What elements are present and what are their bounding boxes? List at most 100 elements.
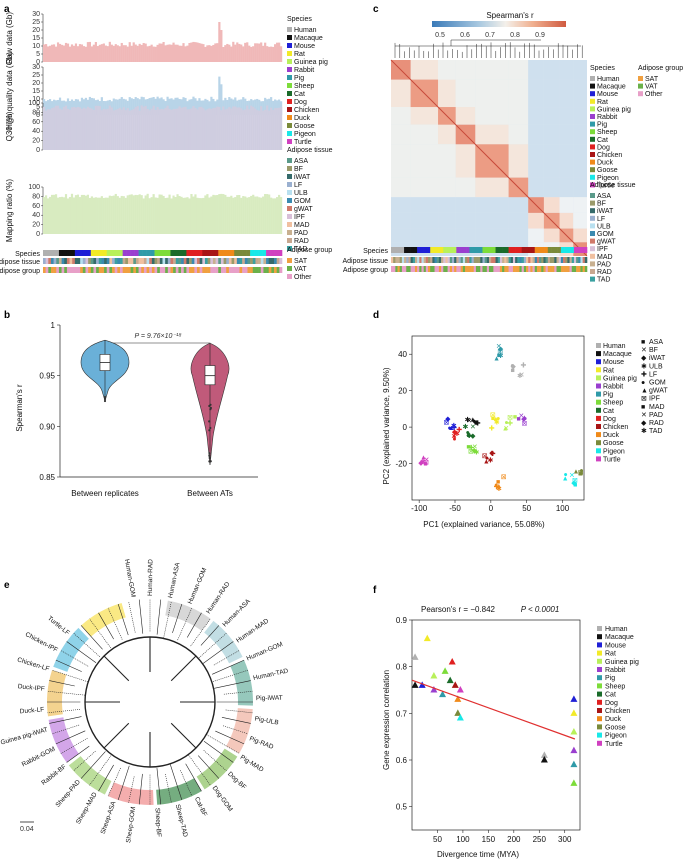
c-track-label-group: Adipose group [343, 267, 388, 274]
a-species-legend-label: Pigeon [294, 131, 316, 138]
qc-bar [128, 194, 131, 234]
group-track-cell [204, 267, 208, 273]
d-marker-sym: ▲ [641, 388, 648, 395]
tissue-track-cell [239, 258, 243, 264]
species-track-cell [270, 250, 275, 256]
c-tissue-track-cell [578, 257, 581, 263]
tree-leaf-label: Human-GOM [123, 559, 137, 598]
qc-ylabel-3: Mapping ratio (%) [5, 179, 14, 242]
heatmap-cell [573, 177, 587, 198]
pca-point: ✱ [473, 448, 479, 456]
c-species-legend-label: Goose [597, 167, 618, 174]
qc-bar [204, 195, 207, 234]
qc-bar [80, 108, 84, 150]
corr-ytick-label: 0.9 [396, 616, 408, 625]
qc-bar [226, 99, 229, 115]
qc-ytick-label: 30 [32, 11, 40, 18]
tree-leaf-label: Human-MAD [235, 617, 270, 644]
tree-branch [55, 730, 86, 745]
qc-bar [222, 106, 225, 150]
qc-bar [130, 110, 133, 150]
c-species-legend-label: Turtle [597, 182, 615, 189]
c-group-track-cell [486, 266, 490, 272]
qc-bar [132, 99, 135, 115]
heatmap-cell [455, 228, 476, 243]
species-track-cell [66, 250, 72, 256]
pca-point: ● [448, 425, 452, 432]
qc-bar [192, 106, 195, 150]
qc-bar [262, 45, 265, 62]
qc-bar [236, 195, 239, 234]
qc-bar [172, 195, 175, 234]
c-tissue-track-cell [499, 257, 503, 263]
qc-bar [98, 106, 101, 150]
qc-bar [270, 197, 273, 234]
a-species-legend-label: Mouse [294, 43, 315, 50]
c-tissue-legend-label: ULB [597, 223, 611, 230]
heatmap-cell [543, 60, 560, 80]
heatmap-cell [455, 144, 476, 178]
d-marker-sym: ✚ [641, 370, 647, 378]
qc-bar [130, 194, 133, 234]
group-track-cell [271, 267, 275, 273]
qc-bar [192, 196, 195, 234]
tissue-track-cell [162, 258, 166, 264]
pca-point: ✚ [475, 419, 481, 427]
qc-bar [206, 194, 209, 234]
d-species-legend-swatch [596, 448, 601, 454]
pca-point: ✕ [519, 372, 525, 379]
c-tissue-legend-label: IPF [597, 246, 608, 253]
pca-point: ▲ [502, 425, 509, 432]
qc-bar [138, 110, 141, 150]
qc-bar [84, 195, 88, 234]
a-tissue-legend-label: MAD [294, 222, 310, 229]
qc-bar [74, 43, 78, 62]
a-species-legend-swatch [287, 107, 292, 112]
qc-bar [254, 43, 257, 62]
species-track-cell [174, 250, 179, 256]
a-tissue-legend-label: ASA [294, 158, 308, 165]
species-track-cell [90, 250, 96, 256]
tissue-track-cell [138, 258, 142, 264]
qc-bar [226, 43, 229, 62]
c-tissue-track-cell [549, 257, 553, 263]
pca-point: ◆ [418, 460, 424, 467]
qc-bar [228, 107, 231, 150]
track-label-species: Species [15, 251, 40, 258]
heatmap-cell [475, 124, 509, 145]
tree-branch [89, 618, 112, 649]
c-species-legend-title: Species [590, 65, 615, 72]
a-tissue-legend-label: LF [294, 182, 302, 189]
qc-bar [186, 197, 189, 234]
qc-bar [238, 194, 241, 234]
a-tissue-legend-label: gWAT [294, 206, 313, 213]
c-tissue-track-cell [458, 257, 461, 263]
c-species-legend-swatch [590, 144, 595, 150]
qc-bar [194, 108, 197, 150]
corr-xtick-label: 250 [533, 835, 547, 844]
heatmap-cell [528, 212, 544, 229]
qc-bar [126, 195, 129, 234]
group-track-cell [43, 267, 46, 273]
d-species-legend-label: Mouse [603, 359, 624, 366]
c-tissue-track-cell [554, 257, 557, 263]
qc-bar [256, 196, 259, 234]
qc-bar [190, 42, 193, 62]
corr-ytick-label: 0.8 [396, 663, 408, 672]
qc-bar [166, 44, 169, 62]
qc-bar [166, 105, 169, 150]
qc-bar [200, 198, 203, 234]
qc-bar [120, 195, 123, 234]
qc-bar [58, 97, 62, 115]
tree-leaf-label: Cat-BF [193, 796, 208, 818]
c-group-legend-swatch [638, 76, 643, 81]
pca-ytick-label: 40 [398, 350, 407, 359]
f-legend-swatch [597, 740, 602, 746]
qc-bar [116, 99, 119, 115]
c-group-track-cell [549, 266, 553, 272]
species-track-cell [106, 250, 112, 256]
qc-bar [232, 106, 235, 150]
corr-point [418, 681, 426, 688]
pca-point: ■ [516, 416, 520, 423]
colorbar-tick: 0.6 [460, 32, 470, 39]
